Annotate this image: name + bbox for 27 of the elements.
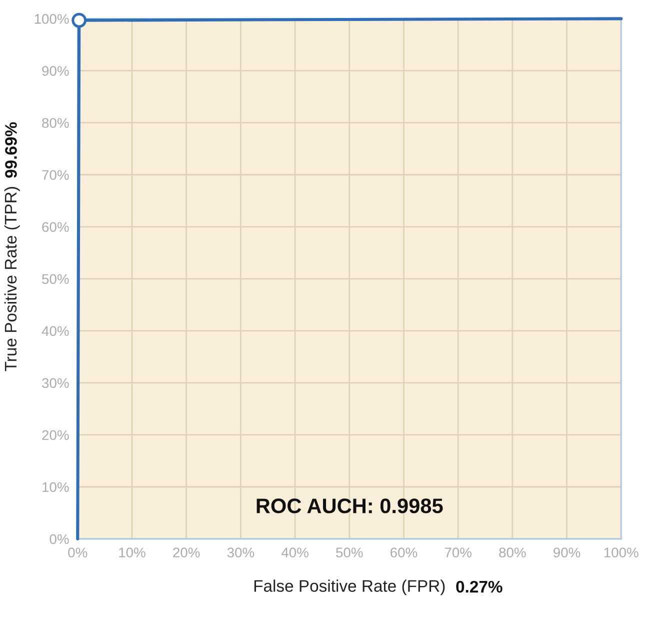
text: 99.69%: [5, 122, 17, 178]
y-tick-label: 0%: [50, 534, 69, 544]
y-tick-label: 90%: [42, 66, 69, 76]
annotation: ROC AUCH: 0.9985: [256, 498, 443, 514]
x-tick-label: 90%: [554, 548, 580, 558]
x-tick-label: 80%: [499, 548, 526, 558]
y-tick-label: 100%: [34, 14, 69, 24]
y-tick-label: 30%: [42, 378, 69, 388]
y-axis-title: True Positive Rate (TPR): [4, 187, 20, 372]
x-tick-label: 40%: [281, 548, 308, 558]
x-tick-label: 70%: [444, 548, 472, 558]
x-tick-label: 20%: [173, 548, 200, 558]
x-tick-label: 50%: [336, 548, 363, 558]
y-tick-label: 20%: [42, 430, 69, 440]
y-tick-label: 50%: [42, 274, 69, 284]
y-tick-label: 60%: [42, 222, 69, 232]
x-tick-label: 0%: [68, 548, 88, 558]
y-tick-label: 40%: [42, 326, 69, 336]
x-tick-label: 10%: [119, 548, 146, 558]
x-tick-label: 60%: [390, 548, 418, 558]
y-tick-label: 10%: [42, 482, 69, 492]
x-tick-label: 30%: [227, 548, 254, 558]
y-tick-label: 70%: [42, 170, 69, 180]
y-tick-label: 80%: [42, 118, 69, 128]
x-axis-title: False Positive Rate (FPR): [254, 580, 445, 596]
text: 0.27%: [456, 580, 502, 593]
x-tick-label: 100%: [604, 548, 638, 558]
